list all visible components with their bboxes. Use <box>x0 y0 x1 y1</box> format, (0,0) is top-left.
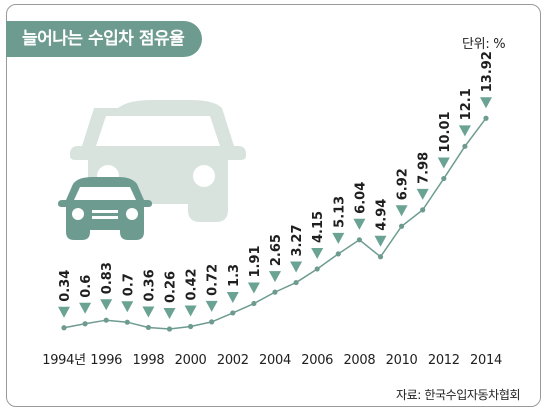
data-point <box>377 254 384 260</box>
data-label: 13.92 <box>480 51 495 92</box>
data-point <box>230 310 236 316</box>
data-point <box>293 279 299 286</box>
x-tick-label: 2008 <box>343 353 375 368</box>
data-point <box>420 207 426 213</box>
data-point <box>209 319 215 325</box>
plot-area: 0.34 0.6 0.83 0.7 0.36 0.26 0.42 0.72 1.3 1.91 2.6… <box>42 51 502 368</box>
data-label: 0.83 <box>100 262 115 294</box>
data-label: 0.26 <box>164 271 179 303</box>
data-label: 5.13 <box>332 196 347 228</box>
data-label: 0.36 <box>142 269 157 301</box>
x-tick-label: 1996 <box>90 353 122 368</box>
data-point <box>188 323 194 330</box>
down-triangle-marker-icon <box>332 232 345 244</box>
data-point <box>145 324 151 331</box>
down-triangle-marker-icon <box>79 302 92 314</box>
down-triangle-marker-icon <box>458 125 471 137</box>
x-tick-label: 2010 <box>386 353 418 368</box>
data-label: 1.91 <box>248 245 263 277</box>
x-tick-label: 2012 <box>428 353 460 368</box>
data-label: 7.98 <box>417 152 432 184</box>
data-point <box>441 175 447 182</box>
down-triangle-marker-icon <box>163 307 176 319</box>
data-label: 2.65 <box>269 234 284 266</box>
down-triangle-marker-icon <box>142 306 155 318</box>
x-tick-label: 1998 <box>132 353 164 368</box>
title-tab: 늘어나는 수입차 점유율 <box>6 21 202 57</box>
data-label: 6.04 <box>353 182 368 214</box>
data-label: 0.72 <box>206 264 221 296</box>
data-label: 3.27 <box>290 224 305 256</box>
down-triangle-marker-icon <box>290 261 303 273</box>
data-label: 4.15 <box>311 211 326 243</box>
data-label: 0.6 <box>79 275 94 298</box>
source-label: 자료: 한국수입자동차협회 <box>396 388 521 402</box>
down-triangle-marker-icon <box>100 299 113 311</box>
down-triangle-marker-icon <box>480 97 492 109</box>
x-tick-label: 2000 <box>175 353 207 368</box>
down-triangle-marker-icon <box>269 271 281 283</box>
data-point <box>103 317 109 323</box>
data-label: 0.7 <box>121 273 136 296</box>
data-label: 12.1 <box>459 88 474 120</box>
data-point <box>335 251 341 257</box>
data-point <box>61 325 67 331</box>
data-label: 6.92 <box>396 168 411 200</box>
chart-title: 늘어나는 수입차 점유율 <box>22 29 185 49</box>
down-triangle-marker-icon <box>121 301 134 313</box>
down-triangle-marker-icon <box>311 247 324 259</box>
x-tick-label: 1994년 <box>42 353 86 368</box>
data-point <box>483 115 489 121</box>
x-tick-label: 2006 <box>301 353 333 368</box>
down-triangle-marker-icon <box>416 188 429 200</box>
x-tick-label: 2002 <box>217 353 249 368</box>
data-point <box>314 266 320 272</box>
data-point <box>399 223 405 229</box>
data-label: 1.3 <box>227 264 242 287</box>
data-label: 10.01 <box>438 111 453 152</box>
down-triangle-marker-icon <box>226 291 239 303</box>
x-tick-label: 2014 <box>470 353 502 368</box>
x-tick-label: 2004 <box>259 353 291 368</box>
data-point <box>462 143 468 149</box>
data-label: 0.42 <box>185 268 200 300</box>
small-car-icon <box>58 177 152 240</box>
down-triangle-marker-icon <box>395 205 408 217</box>
data-point <box>272 289 278 295</box>
down-triangle-marker-icon <box>374 235 387 247</box>
down-triangle-marker-icon <box>247 282 260 294</box>
down-triangle-marker-icon <box>437 157 450 169</box>
data-point <box>124 319 130 325</box>
data-point <box>251 300 257 307</box>
data-point <box>356 237 362 243</box>
data-point <box>82 321 88 327</box>
down-triangle-marker-icon <box>58 306 70 318</box>
down-triangle-marker-icon <box>205 300 218 312</box>
unit-label: 단위: % <box>462 37 506 52</box>
data-label: 0.34 <box>58 270 73 302</box>
data-label: 4.94 <box>375 199 390 231</box>
down-triangle-marker-icon <box>184 305 197 317</box>
data-point <box>166 326 173 332</box>
down-triangle-marker-icon <box>353 218 366 230</box>
